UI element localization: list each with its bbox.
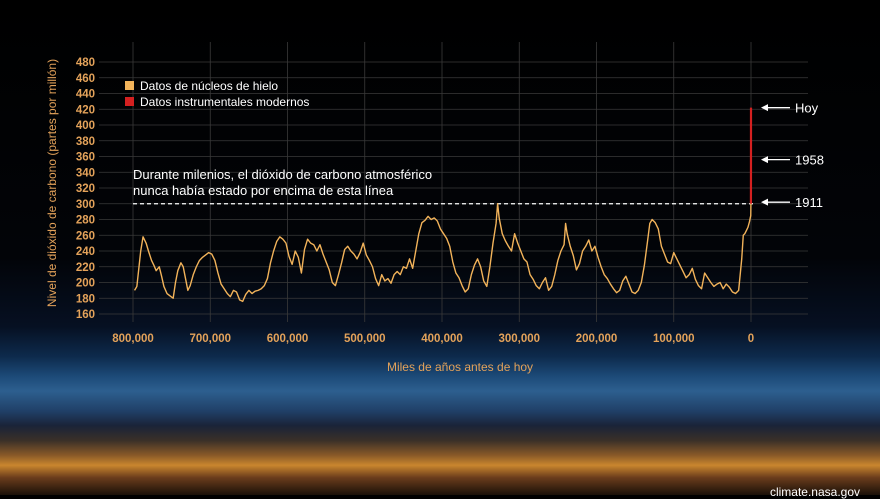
series-line-ice-core	[135, 204, 751, 302]
marker-arrowhead-1958	[761, 156, 768, 163]
y-tick-label-280: 280	[76, 215, 95, 227]
y-tick-label-400: 400	[76, 120, 95, 132]
marker-label-1911: 1911	[795, 195, 823, 210]
y-tick-label-420: 420	[76, 104, 95, 116]
x-tick-label-400000: 400,000	[421, 333, 463, 345]
y-tick-label-460: 460	[76, 73, 95, 85]
x-tick-label-0: 0	[748, 333, 754, 345]
y-tick-label-160: 160	[76, 309, 95, 321]
legend-swatch-ice-core	[125, 81, 134, 90]
y-tick-label-260: 260	[76, 230, 95, 242]
legend-swatch-instrumental	[125, 97, 134, 106]
marker-layer: Hoy 1958 1911	[761, 101, 824, 211]
threshold-annotation-line2: nunca había estado por encima de esta lí…	[133, 183, 394, 198]
x-axis-title: Miles de años antes de hoy	[387, 360, 533, 374]
marker-label-1958: 1958	[795, 153, 824, 168]
marker-arrowhead-Hoy	[761, 104, 768, 111]
x-tick-label-100000: 100,000	[653, 333, 695, 345]
threshold-annotation-line1: Durante milenios, el dióxido de carbono …	[133, 167, 432, 182]
y-tick-label-480: 480	[76, 57, 95, 69]
y-tick-label-200: 200	[76, 278, 95, 290]
y-tick-label-180: 180	[76, 293, 95, 305]
x-tick-label-200000: 200,000	[576, 333, 618, 345]
y-tick-label-300: 300	[76, 199, 95, 211]
y-tick-label-220: 220	[76, 262, 95, 274]
legend-label-instrumental: Datos instrumentales modernos	[140, 95, 309, 109]
marker-arrowhead-1911	[761, 199, 768, 206]
x-tick-label-800000: 800,000	[112, 333, 154, 345]
y-tick-label-320: 320	[76, 183, 95, 195]
x-tick-label-500000: 500,000	[344, 333, 386, 345]
y-axis-title: Nivel de dióxido de carbono (partes por …	[45, 59, 59, 307]
x-tick-label-700000: 700,000	[189, 333, 231, 345]
marker-label-Hoy: Hoy	[795, 101, 819, 116]
x-tick-label-300000: 300,000	[498, 333, 540, 345]
series-layer	[135, 108, 751, 302]
y-tick-label-440: 440	[76, 89, 95, 101]
legend: Datos de núcleos de hielo Datos instrume…	[125, 79, 309, 109]
credit-text: climate.nasa.gov	[770, 485, 860, 499]
legend-label-ice-core: Datos de núcleos de hielo	[140, 79, 278, 93]
y-tick-label-360: 360	[76, 152, 95, 164]
y-tick-label-380: 380	[76, 136, 95, 148]
x-tick-label-600000: 600,000	[267, 333, 309, 345]
y-tick-label-240: 240	[76, 246, 95, 258]
y-tick-label-340: 340	[76, 167, 95, 179]
